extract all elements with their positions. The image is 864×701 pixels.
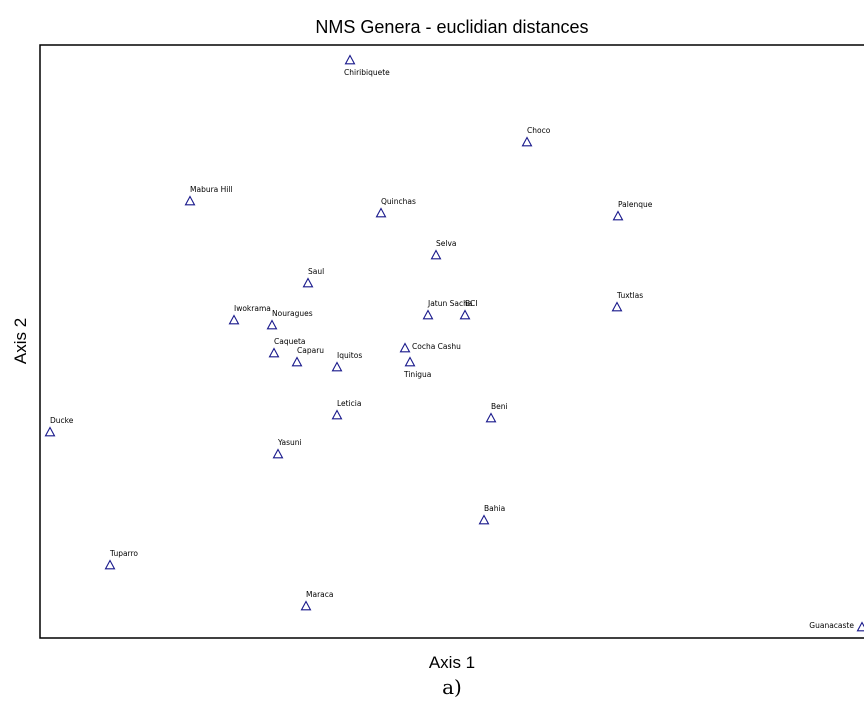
data-point-marker — [404, 356, 416, 367]
data-point-marker — [44, 426, 56, 437]
data-point-label: Maraca — [306, 590, 333, 599]
plot-frame — [39, 44, 864, 639]
data-point-label: Beni — [491, 402, 508, 411]
data-point-label: Caqueta — [274, 337, 306, 346]
data-point-label: Palenque — [618, 200, 653, 209]
data-point-marker — [268, 347, 280, 358]
data-point-label: Nouragues — [272, 309, 313, 318]
data-point-label: Jatun Sacha — [427, 299, 472, 308]
data-point-label: Caparu — [297, 346, 324, 355]
data-point-marker — [266, 319, 278, 330]
data-point-marker — [375, 207, 387, 218]
data-point-label: Quinchas — [381, 197, 416, 206]
data-point-label: Leticia — [337, 399, 362, 408]
data-point-marker — [521, 136, 533, 147]
data-point-label: Yasuni — [277, 438, 302, 447]
data-point-marker — [430, 249, 442, 260]
data-point-marker — [104, 559, 116, 570]
data-point-marker — [611, 301, 623, 312]
data-point-label: Mabura Hill — [190, 185, 233, 194]
data-point-marker — [422, 309, 434, 320]
data-point-marker — [485, 412, 497, 423]
data-point-marker — [331, 361, 343, 372]
data-points: Chiribiquete Choco Mabura Hill Quinchas Pale… — [44, 54, 864, 632]
data-point-label: Choco — [527, 126, 551, 135]
data-point-label: Cocha Cashu — [412, 342, 461, 351]
data-point-label: Tuparro — [109, 549, 138, 558]
data-point-marker — [184, 195, 196, 206]
data-point-marker — [300, 600, 312, 611]
data-point-marker — [291, 356, 303, 367]
data-point-marker — [459, 309, 471, 320]
data-point-label: Chiribiquete — [344, 68, 390, 77]
data-point-marker — [856, 621, 864, 632]
data-point-label: Tinigua — [403, 370, 431, 379]
data-point-label: Selva — [436, 239, 457, 248]
data-point-label: Bahia — [484, 504, 505, 513]
y-axis-label: Axis 2 — [11, 318, 30, 364]
x-axis-label: Axis 1 — [429, 653, 475, 672]
data-point-label: BCI — [465, 299, 477, 308]
data-point-marker — [331, 409, 343, 420]
data-point-label: Saul — [308, 267, 324, 276]
data-point-marker — [399, 342, 411, 353]
chart-title: NMS Genera - euclidian distances — [315, 17, 588, 37]
data-point-label: Iquitos — [337, 351, 362, 360]
data-point-label: Guanacaste — [809, 621, 854, 630]
data-point-marker — [344, 54, 356, 65]
data-point-marker — [272, 448, 284, 459]
data-point-marker — [612, 210, 624, 221]
data-point-marker — [302, 277, 314, 288]
data-point-label: Iwokrama — [234, 304, 271, 313]
data-point-label: Tuxtlas — [616, 291, 643, 300]
figure-caption: a) — [442, 675, 462, 699]
data-point-marker — [228, 314, 240, 325]
data-point-marker — [478, 514, 490, 525]
data-point-label: Ducke — [50, 416, 74, 425]
